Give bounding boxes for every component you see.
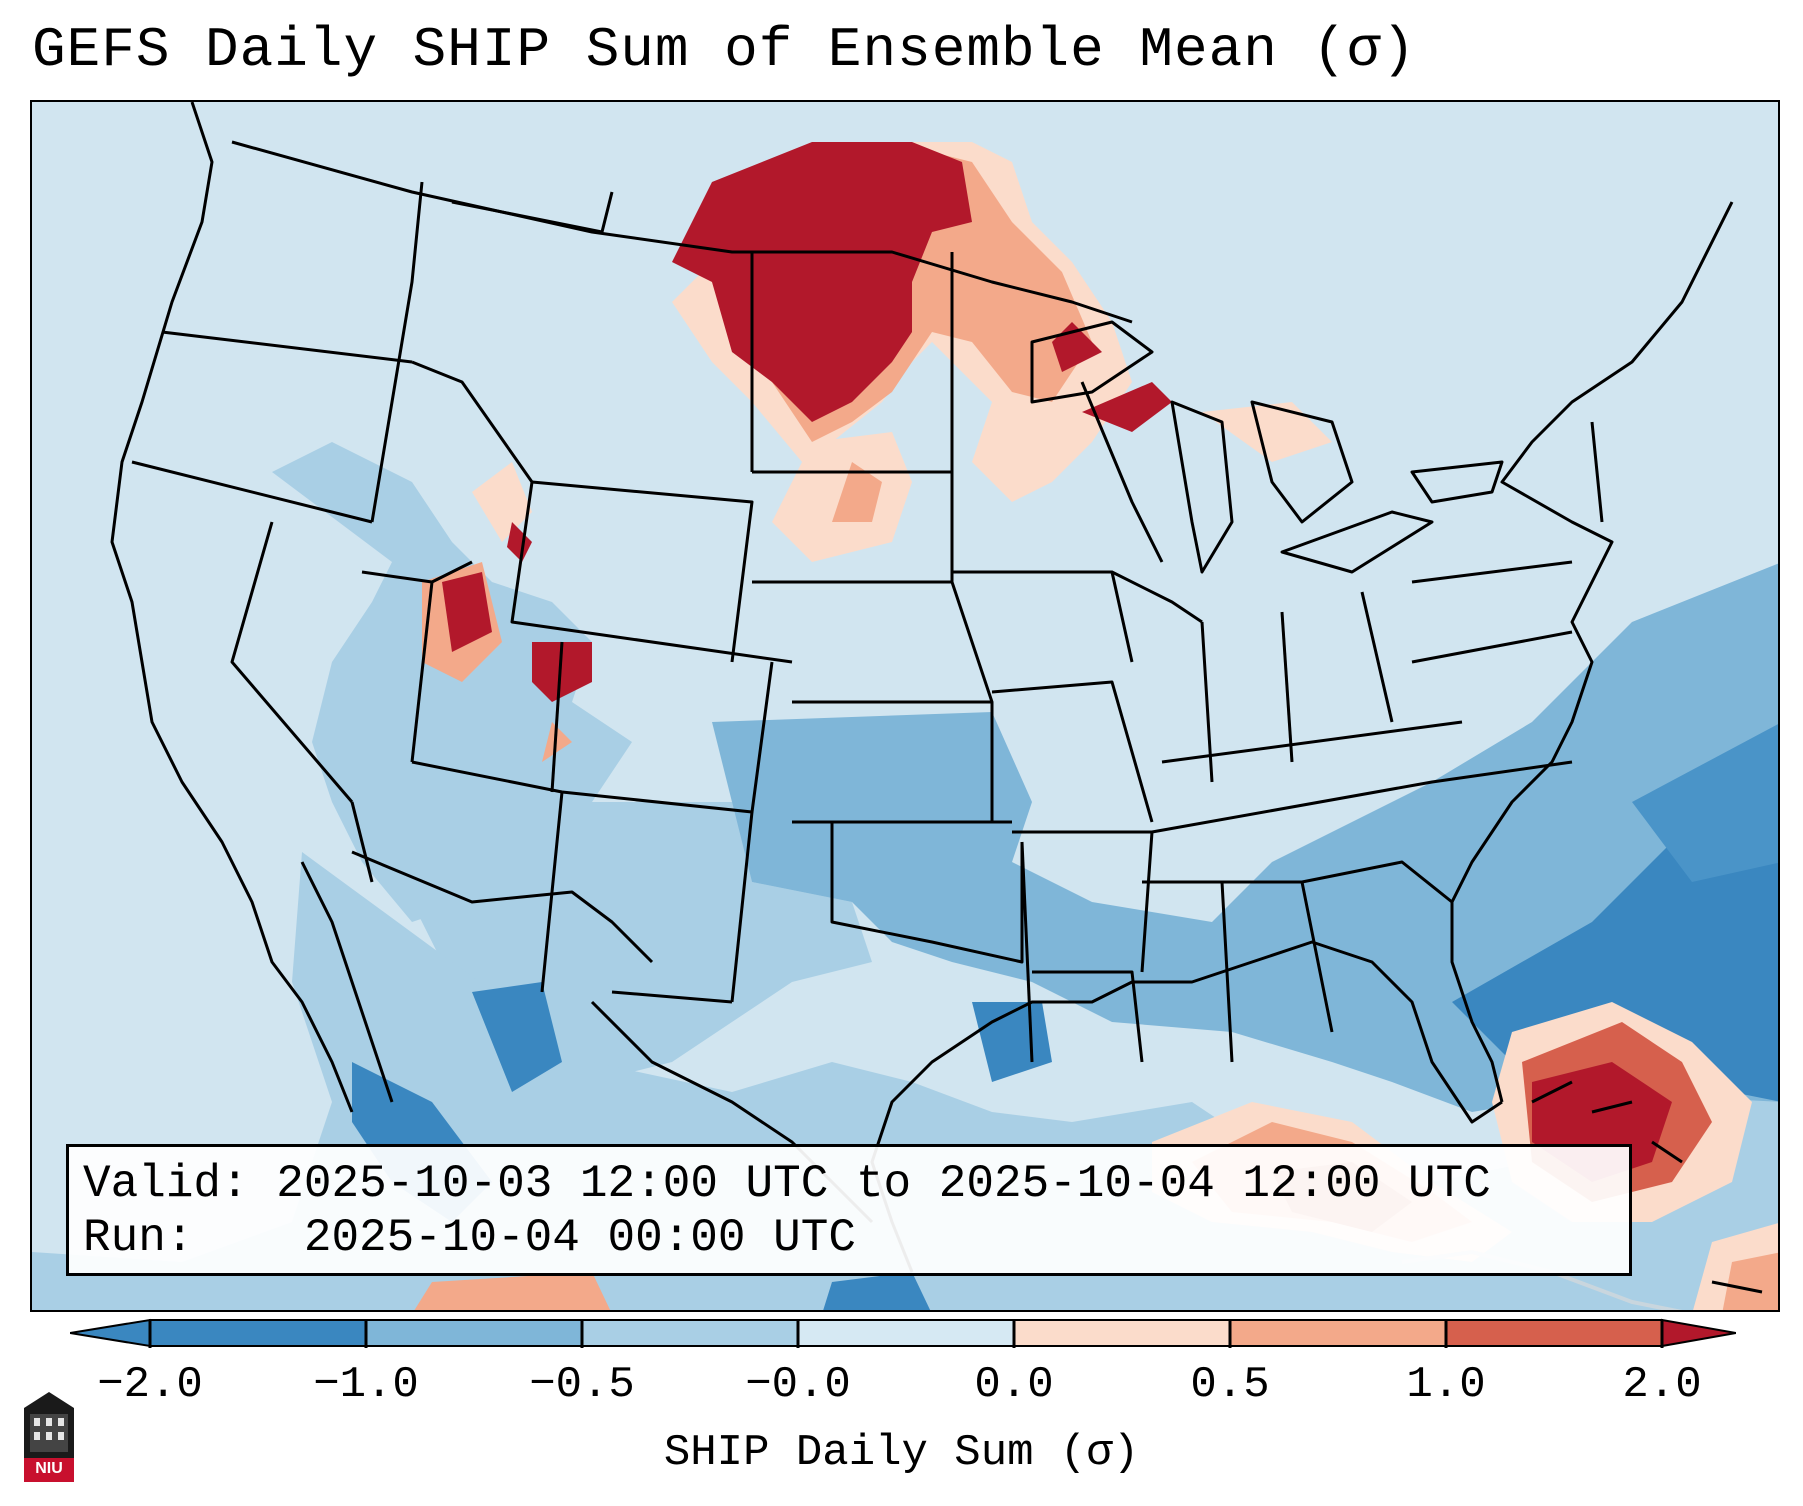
anomaly-region-idaho-light	[472, 462, 532, 542]
bahamas-outline	[1531, 1080, 1683, 1164]
valid-label: Valid:	[83, 1158, 249, 1210]
colorbar-tick-label: 0.5	[1190, 1360, 1270, 1410]
state-line-ut-co	[550, 641, 564, 793]
state-line-az-nm	[540, 791, 564, 993]
anomaly-region-north-plains-strong	[672, 142, 972, 422]
state-line-in-oh	[1280, 611, 1294, 763]
state-line-pa-md	[1411, 630, 1573, 664]
colorbar-segment	[150, 1320, 366, 1346]
state-line-wi	[1080, 381, 1164, 563]
map-panel	[30, 100, 1780, 1312]
colorbar-extend-high	[1661, 1318, 1736, 1348]
colorbar-label: SHIP Daily Sum (σ)	[663, 1428, 1140, 1478]
state-line-wa-or	[161, 330, 413, 364]
anomaly-region-michigan-light	[1202, 402, 1332, 462]
state-line-nv-ut	[410, 581, 434, 763]
state-line-ok-tx	[830, 822, 1024, 964]
anomaly-region-colorado-moderate	[542, 722, 572, 762]
state-line-wy-co	[510, 481, 793, 664]
anomaly-region-colorado-strong	[532, 642, 592, 702]
anomaly-region-mexico	[472, 982, 562, 1092]
state-line-il	[1111, 570, 1203, 624]
run-line: Run: 2025-10-04 00:00 UTC	[83, 1211, 1615, 1265]
colorbar-segment	[366, 1320, 582, 1346]
anomaly-region-southeast-edge-2	[1722, 1252, 1778, 1310]
run-label: Run:	[83, 1212, 194, 1264]
state-line-or-ca	[131, 460, 373, 524]
logo-text: NIU	[35, 1460, 63, 1477]
anomaly-region-south-edge	[823, 1272, 931, 1310]
lake-huron	[1250, 400, 1354, 524]
lake-ontario	[1410, 460, 1504, 504]
state-line-oh-pa	[1360, 591, 1394, 723]
state-line-tn-nc	[1151, 760, 1573, 834]
state-line-tx-la	[1020, 841, 1034, 1063]
baja-coastline	[300, 861, 394, 1103]
niu-seal-icon	[24, 1392, 74, 1482]
state-line-nm-south	[611, 990, 733, 1004]
colorbar-tick-label: −0.5	[529, 1360, 635, 1410]
run-value: 2025-10-04 00:00 UTC	[303, 1212, 856, 1264]
anomaly-region-dakotas-moderate	[832, 462, 882, 522]
state-line-id-west	[370, 181, 424, 523]
state-line-nm-tx	[730, 811, 754, 1003]
state-line-ky-tn	[1161, 720, 1463, 764]
anomaly-region-utah-strong	[442, 572, 492, 652]
anomaly-region-idaho-strong	[507, 522, 532, 562]
colorbar	[70, 1318, 1736, 1348]
valid-info-box: Valid: 2025-10-03 12:00 UTC to 2025-10-0…	[66, 1144, 1632, 1276]
state-line-mn-east	[950, 252, 994, 822]
colorbar-tick-label: −0.0	[745, 1360, 851, 1410]
state-line-pa-ny	[1411, 560, 1573, 584]
colorbar-tick-label: −2.0	[97, 1360, 203, 1410]
valid-value: 2025-10-03 12:00 UTC to 2025-10-04 12:00…	[276, 1158, 1491, 1210]
colorbar-ticks	[148, 1320, 1664, 1348]
boundaries	[110, 102, 1734, 1273]
anomaly-region-atlantic	[1632, 724, 1778, 882]
state-line-il-in	[1200, 621, 1214, 783]
lake-erie	[1280, 510, 1434, 574]
hispaniola-outline	[1711, 1280, 1763, 1294]
state-line-mt	[451, 191, 614, 234]
lake-michigan	[1170, 400, 1234, 574]
west-coastline	[110, 102, 354, 1113]
east-coastline	[1450, 201, 1734, 1103]
colorbar-segment	[1230, 1320, 1446, 1346]
colorbar-segment	[1014, 1320, 1230, 1346]
us-mexico-border	[351, 850, 654, 964]
us-canada-border	[231, 140, 1133, 324]
state-line-az-ca	[350, 801, 374, 883]
colorbar-tick-label: 2.0	[1622, 1360, 1702, 1410]
colorbar-tick-label: −1.0	[313, 1360, 419, 1410]
state-line-ga-sc	[1301, 860, 1453, 904]
colorbar-segment	[798, 1320, 1014, 1346]
state-line-ut-az	[411, 760, 563, 794]
anomaly-region-south-moderate	[414, 1272, 611, 1310]
colorbar-segment	[582, 1320, 798, 1346]
state-line-wy	[531, 480, 754, 663]
valid-line: Valid: 2025-10-03 12:00 UTC to 2025-10-0…	[83, 1157, 1615, 1211]
anomaly-region-superior-strong-2	[1082, 382, 1172, 432]
state-line-la-ms	[1032, 970, 1144, 1063]
lake-superior	[1030, 320, 1154, 404]
colorbar-segment	[1446, 1320, 1662, 1346]
state-line-id-mt	[411, 360, 534, 483]
colorbar-extend-low	[70, 1318, 151, 1348]
state-line-vt-nh	[1590, 421, 1604, 523]
state-line-nv-ca	[230, 521, 354, 803]
colorbar-tick-label: 0.0	[974, 1360, 1054, 1410]
map-canvas	[32, 102, 1778, 1310]
map-title: GEFS Daily SHIP Sum of Ensemble Mean (σ)	[32, 18, 1417, 82]
state-line-mo	[991, 680, 1154, 823]
colorbar-tick-label: 1.0	[1406, 1360, 1486, 1410]
